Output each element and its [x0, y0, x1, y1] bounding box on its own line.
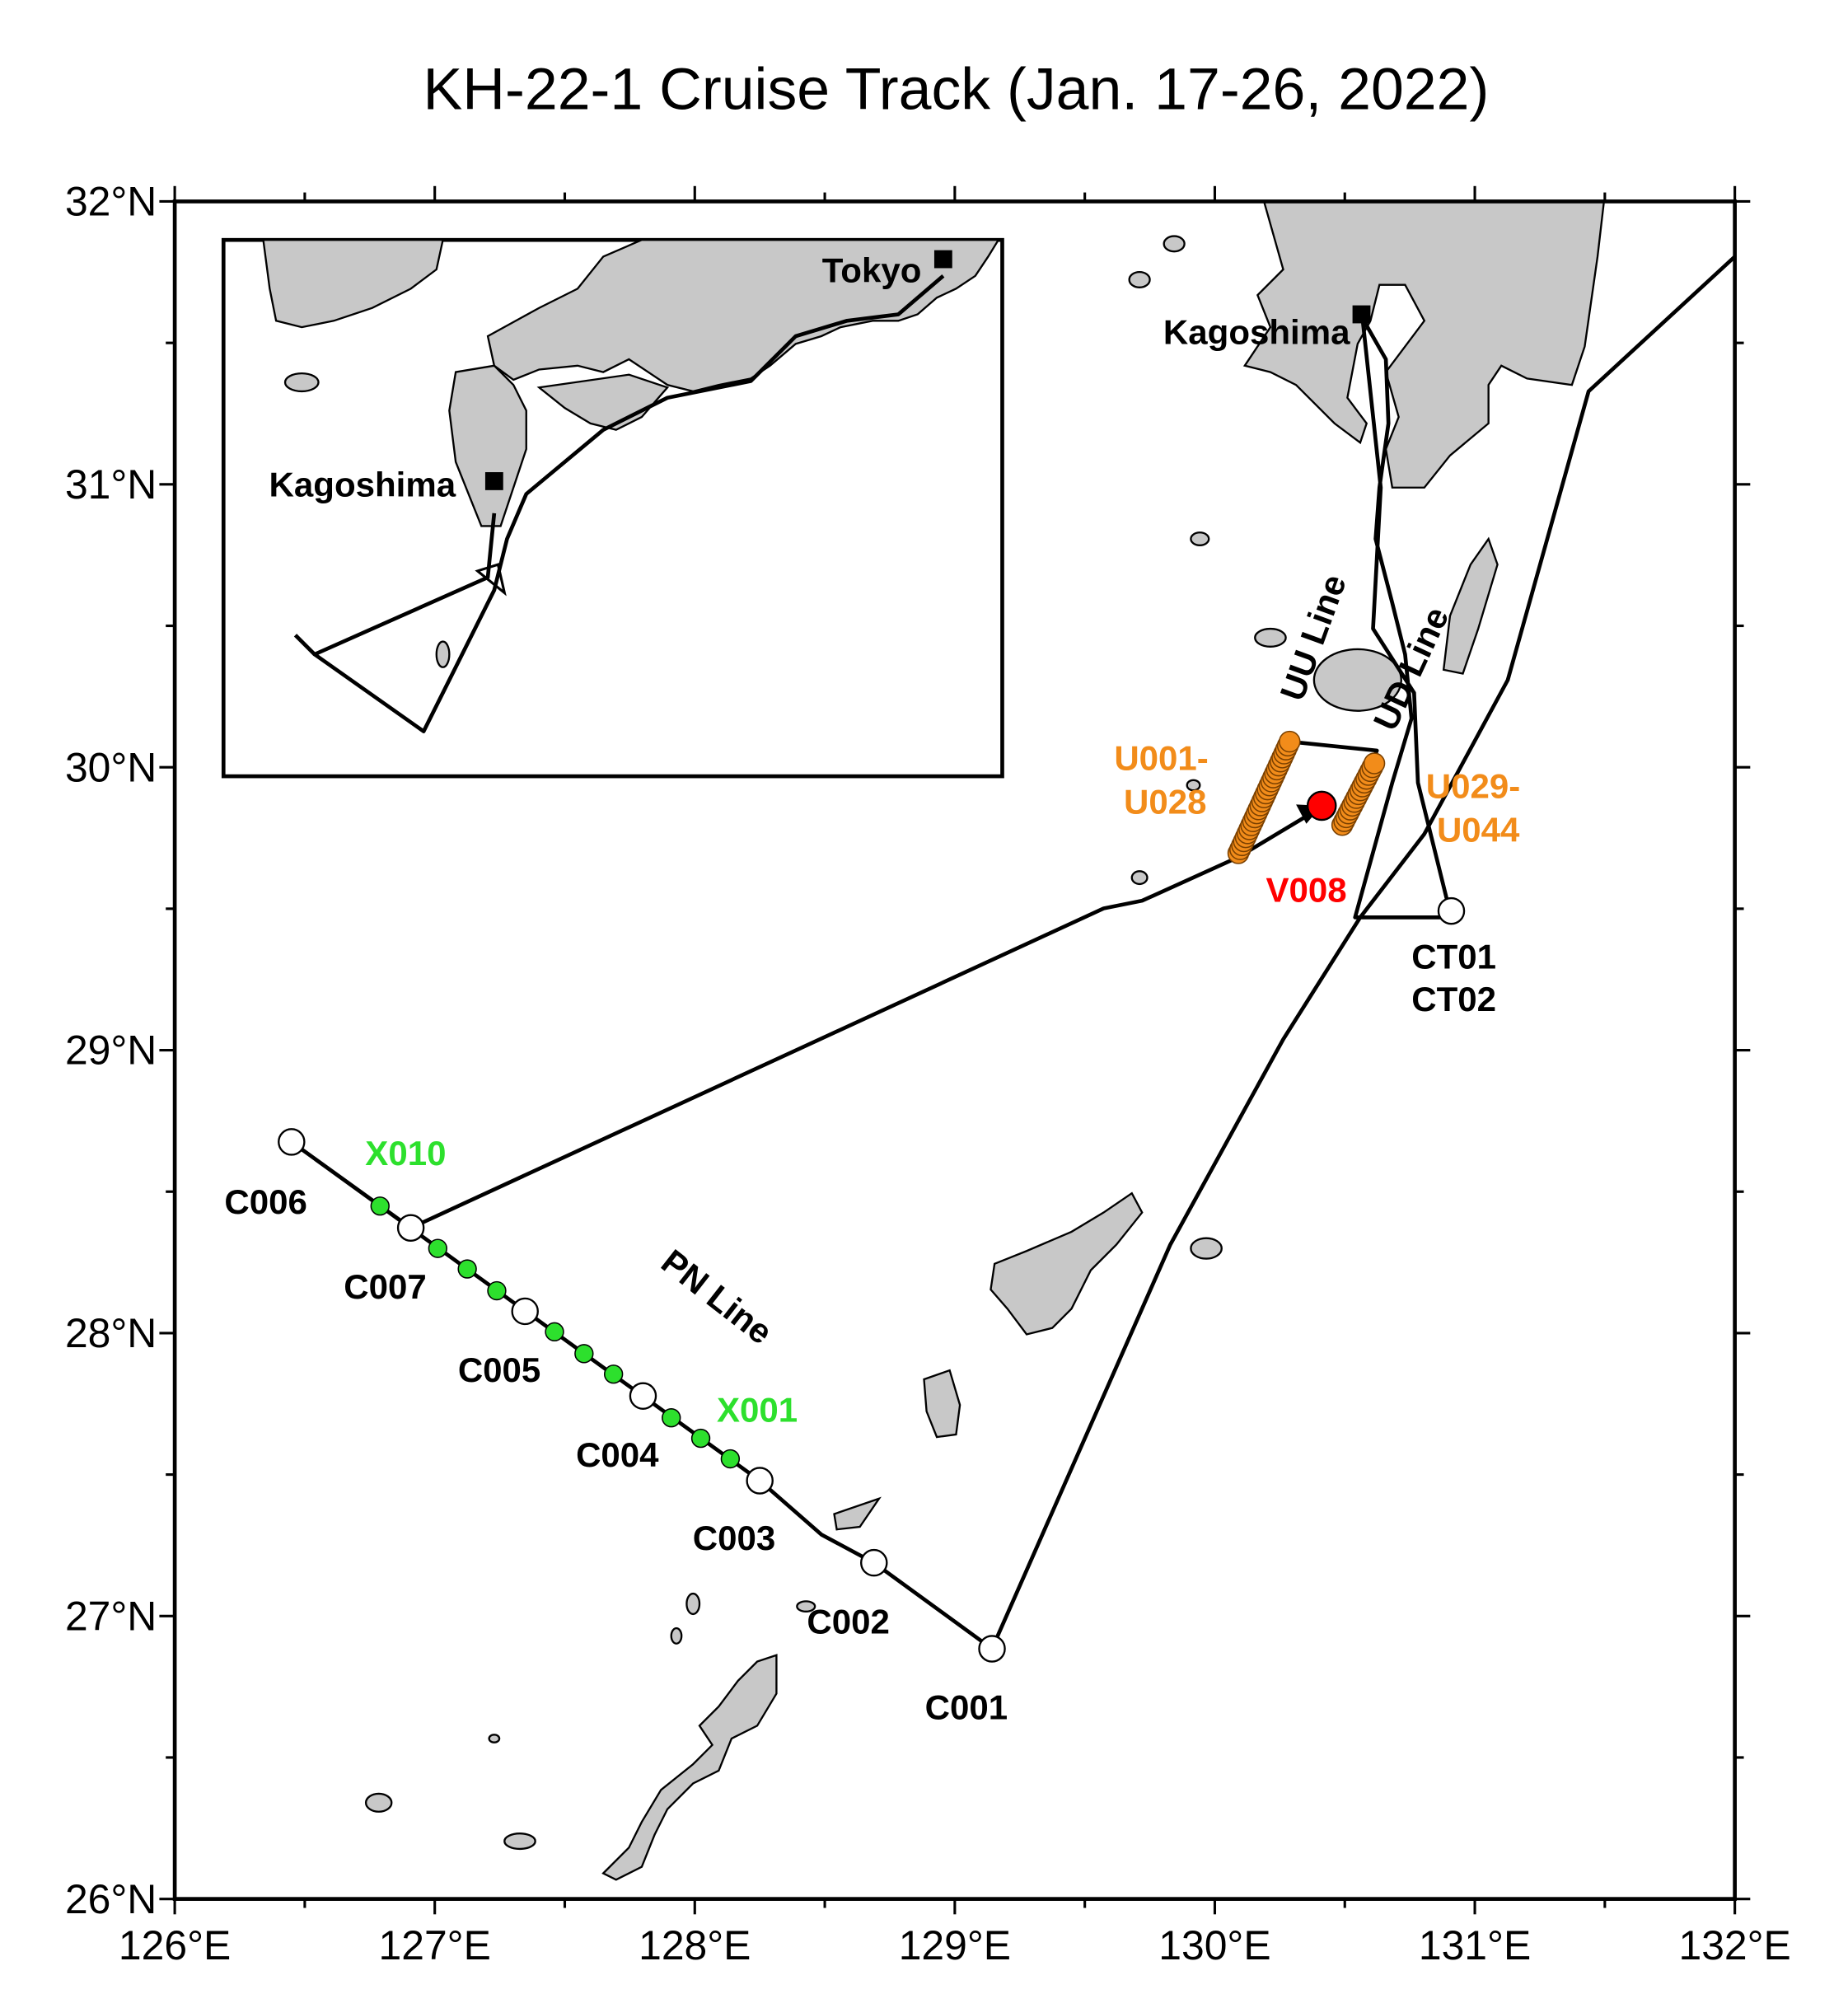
y-tick-label: 28°N: [65, 1310, 157, 1356]
station-label: C005: [458, 1350, 540, 1389]
station-label: C004: [576, 1435, 659, 1474]
ctd-stations: [278, 896, 1466, 1663]
station-label: CT02: [1411, 980, 1496, 1018]
land: [364, 200, 1606, 1881]
y-tick-label: 27°N: [65, 1593, 157, 1639]
inset-label: Kagoshima: [269, 466, 456, 504]
station-label: C002: [807, 1602, 889, 1641]
xctd-stations: [370, 1196, 741, 1469]
vmp-station: [1306, 790, 1337, 821]
uctd-stations: [1227, 730, 1386, 864]
station-label: U001-: [1114, 738, 1208, 777]
y-tick-label: 30°N: [65, 744, 157, 790]
x-tick-label: 129°E: [899, 1922, 1011, 1968]
x-tick-label: 130°E: [1158, 1922, 1270, 1968]
station-label: U029-: [1426, 767, 1520, 806]
station-label: U028: [1124, 782, 1206, 821]
x-tick-label: 132°E: [1678, 1922, 1790, 1968]
station-label: V008: [1266, 871, 1346, 910]
station-label: X001: [717, 1390, 798, 1429]
city-label: Kagoshima: [1163, 312, 1350, 351]
inset-map: Tokyo Kagoshima: [221, 237, 1004, 779]
y-tick-label: 31°N: [65, 461, 157, 508]
y-tick-label: 32°N: [65, 179, 157, 225]
station-label: C007: [344, 1267, 426, 1306]
x-tick-label: 127°E: [379, 1922, 491, 1968]
title: KH-22-1 Cruise Track (Jan. 17-26, 2022): [423, 56, 1490, 122]
y-tick-label: 26°N: [65, 1876, 157, 1922]
station-label: CT01: [1411, 938, 1496, 976]
uctd-station: [1279, 730, 1301, 753]
station-label: C006: [224, 1182, 306, 1221]
station-label: C003: [693, 1519, 775, 1557]
line-label: PN Line: [654, 1242, 779, 1351]
x-tick-label: 131°E: [1419, 1922, 1531, 1968]
x-tick-label: 126°E: [119, 1922, 231, 1968]
y-tick-label: 29°N: [65, 1027, 157, 1074]
station-label: X010: [365, 1134, 446, 1173]
station-label: C001: [925, 1688, 1008, 1727]
x-tick-label: 128°E: [639, 1922, 751, 1968]
uctd-station: [1363, 752, 1386, 775]
axes: 126°E 127°E 128°E 129°E 130°E 131°E 132°E 26°N 2…: [65, 179, 1791, 1968]
city-marker: [1352, 305, 1371, 324]
inset-label: Tokyo: [822, 251, 922, 290]
station-label: U044: [1437, 811, 1520, 850]
